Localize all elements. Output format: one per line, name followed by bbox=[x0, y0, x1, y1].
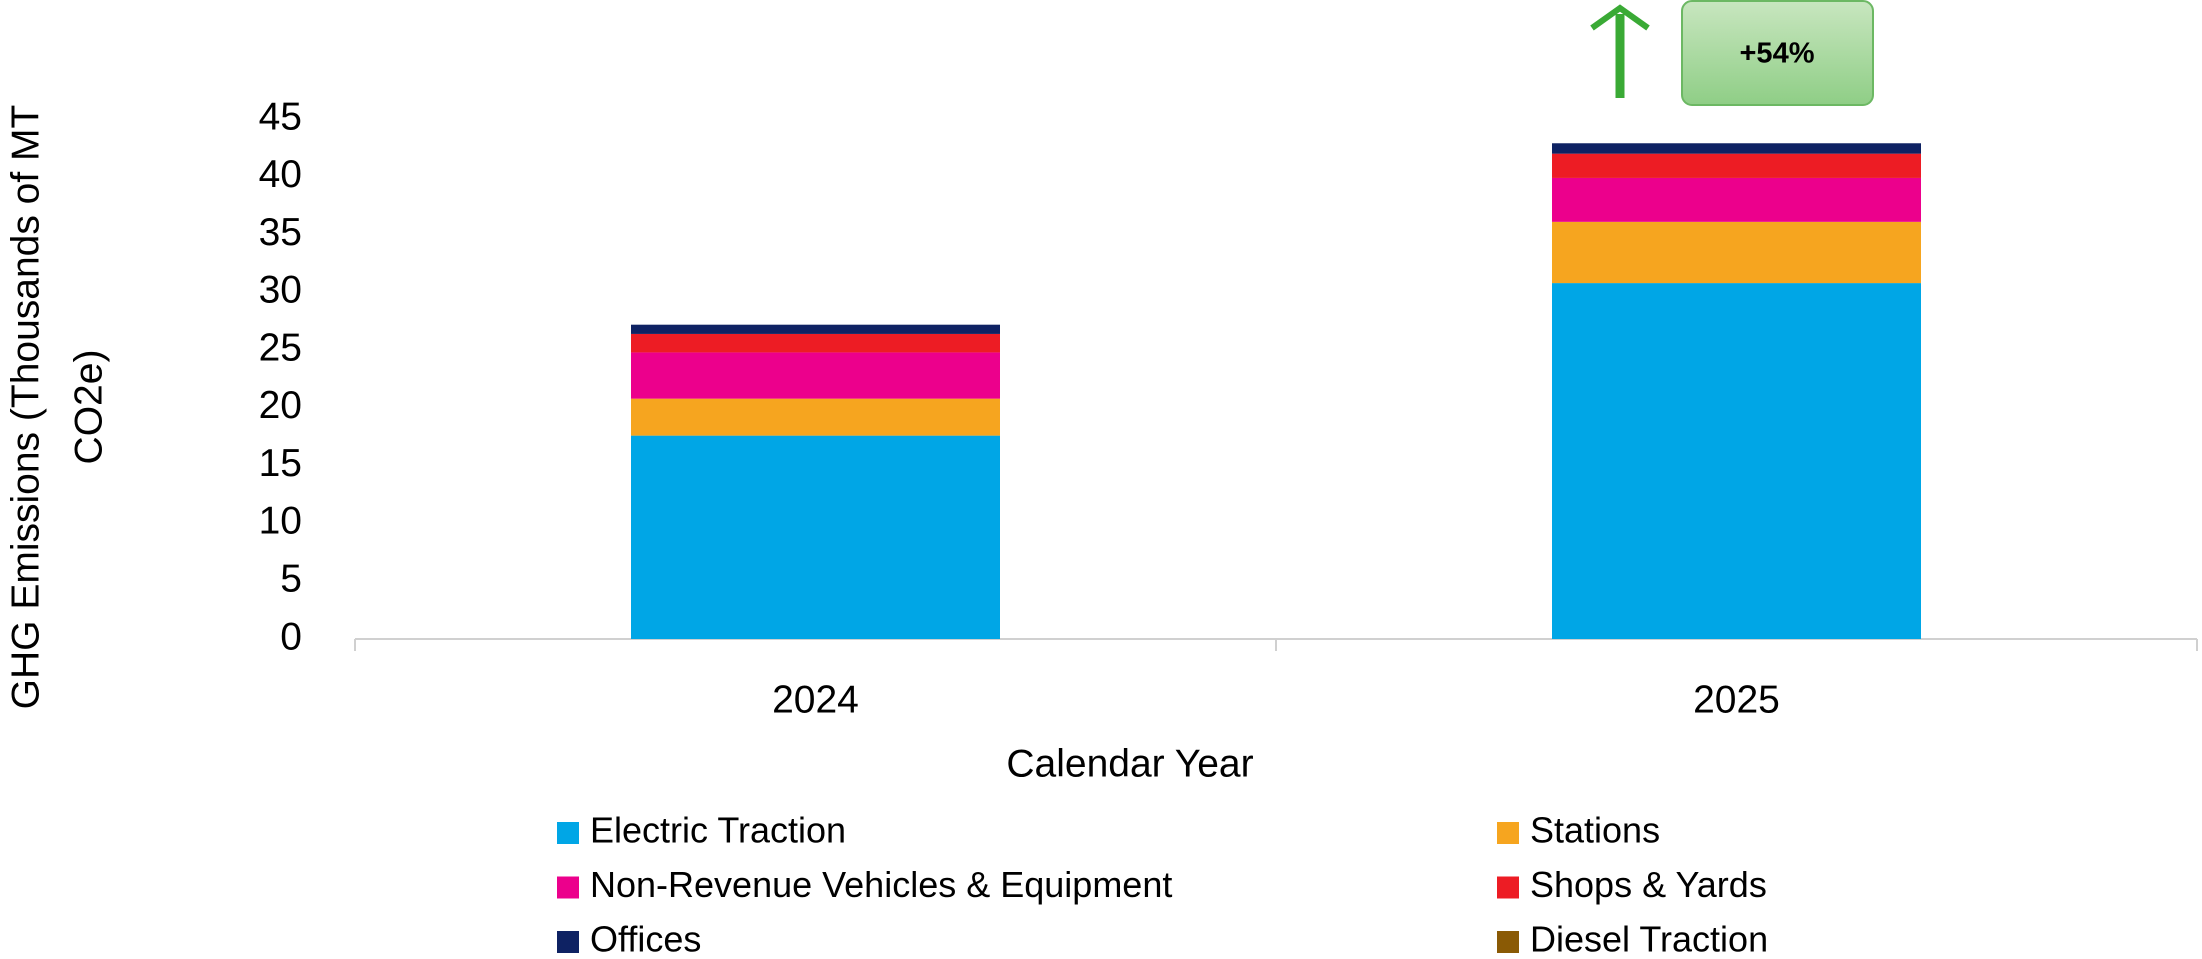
legend-swatch bbox=[557, 931, 579, 953]
bar-segment bbox=[1552, 153, 1921, 178]
legend-swatch bbox=[557, 822, 579, 844]
arrow-head bbox=[1590, 4, 1650, 31]
y-tick-label: 25 bbox=[259, 326, 302, 369]
bar-segment bbox=[1552, 221, 1921, 284]
bar-segment bbox=[1552, 283, 1921, 639]
legend-swatch bbox=[1497, 876, 1519, 899]
y-tick-label: 40 bbox=[259, 153, 302, 196]
bar-segment bbox=[631, 352, 1000, 399]
y-tick-label: 5 bbox=[280, 558, 302, 601]
x-tick-label: 2025 bbox=[1693, 678, 1780, 721]
y-tick-label: 15 bbox=[259, 442, 302, 485]
legend-label: Stations bbox=[1530, 810, 1660, 851]
legend-label: Diesel Traction bbox=[1530, 919, 1768, 959]
bar-segment bbox=[1552, 143, 1921, 154]
y-tick-label: 30 bbox=[259, 269, 302, 312]
legend-swatch bbox=[557, 876, 579, 899]
bar-segment bbox=[631, 333, 1000, 353]
bar-segment bbox=[631, 398, 1000, 436]
legend-swatch bbox=[1497, 931, 1519, 953]
bar-segment bbox=[631, 324, 1000, 334]
y-tick-label: 45 bbox=[259, 95, 302, 138]
annotation: +54% bbox=[1740, 38, 1815, 70]
bar-segment bbox=[1552, 177, 1921, 222]
bar-segment bbox=[631, 435, 1000, 639]
y-tick-label: 20 bbox=[259, 384, 302, 427]
legend-label: Offices bbox=[590, 919, 701, 959]
y-tick-label: 35 bbox=[259, 211, 302, 254]
y-tick-label: 0 bbox=[280, 615, 302, 658]
x-axis-title: Calendar Year bbox=[1006, 742, 1253, 785]
legend-label: Electric Traction bbox=[590, 810, 846, 851]
legend-label: Shops & Yards bbox=[1530, 864, 1767, 905]
legend-label: Non-Revenue Vehicles & Equipment bbox=[590, 864, 1172, 905]
y-axis-title: CO2e) bbox=[67, 350, 110, 465]
y-tick-label: 10 bbox=[259, 500, 302, 543]
annotation-box bbox=[1681, 0, 1874, 106]
y-axis-title: GHG Emissions (Thousands of MT bbox=[4, 105, 47, 710]
legend-swatch bbox=[1497, 822, 1519, 844]
x-tick-label: 2024 bbox=[772, 678, 859, 721]
